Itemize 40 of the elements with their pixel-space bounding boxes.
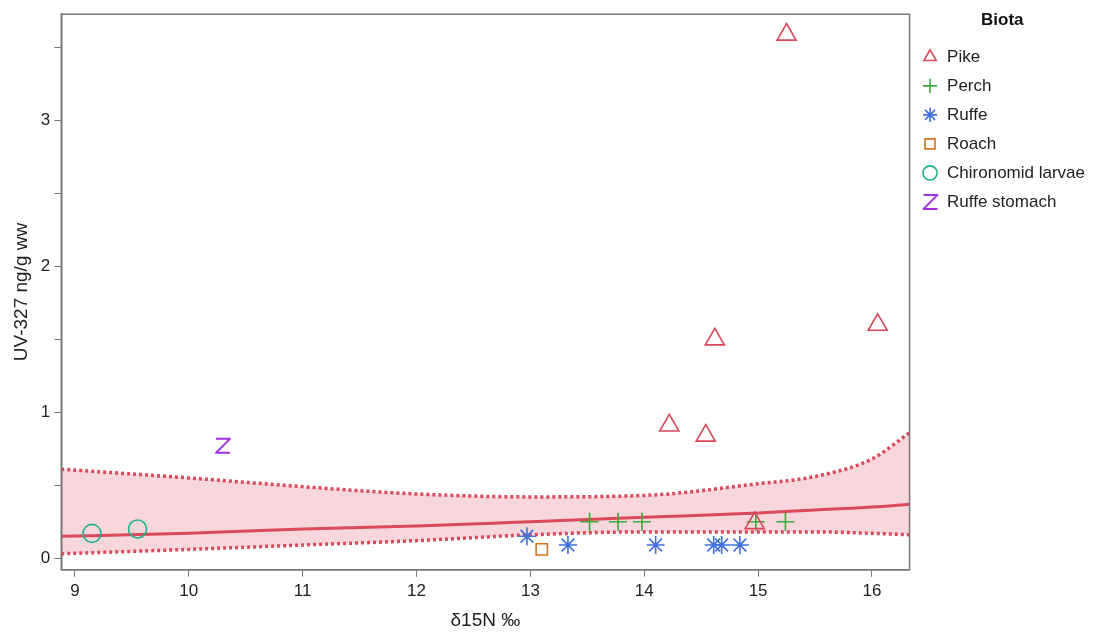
- x-tick-label: 12: [407, 580, 426, 600]
- legend-label: Pike: [947, 46, 981, 66]
- line-series: [61, 502, 910, 538]
- point: [608, 511, 628, 532]
- legend-label: Chironomid larvae: [947, 162, 1085, 182]
- y-tick-label: 0: [40, 547, 51, 567]
- y-tick-label: 1: [40, 401, 51, 421]
- point: [632, 511, 652, 532]
- point: [704, 327, 726, 346]
- legend-label: Ruffe: [947, 104, 988, 124]
- legend-label: Ruffe stomach: [947, 191, 1057, 211]
- x-tick-label: 9: [70, 580, 80, 600]
- x-axis-title: δ15N ‰: [450, 608, 521, 630]
- point: [558, 535, 578, 555]
- y-tick-label: 3: [40, 110, 51, 130]
- legend-label: Roach: [947, 133, 997, 153]
- point: [127, 519, 148, 539]
- point: [535, 542, 549, 556]
- x-tick-label: 14: [634, 580, 654, 600]
- point: [867, 313, 888, 332]
- point: [658, 413, 680, 432]
- y-tick-label: 2: [40, 256, 51, 276]
- point: [775, 511, 796, 532]
- point: [730, 535, 750, 555]
- point: [579, 511, 600, 532]
- x-tick-label: 10: [179, 580, 199, 600]
- x-tick-label: 13: [520, 580, 540, 600]
- point: [517, 526, 537, 547]
- point: [645, 535, 666, 555]
- point: [776, 22, 797, 41]
- line-series: [61, 430, 910, 499]
- y-axis-title: UV-327 ng/g ww: [9, 222, 31, 362]
- x-tick-label: 15: [748, 580, 768, 600]
- legend-title: Biota: [981, 10, 1025, 30]
- x-tick-label: 11: [293, 580, 312, 600]
- point: [82, 523, 102, 544]
- point: [711, 535, 732, 555]
- legend-label: Perch: [947, 75, 992, 95]
- x-tick-label: 16: [862, 580, 882, 600]
- point: [214, 437, 231, 454]
